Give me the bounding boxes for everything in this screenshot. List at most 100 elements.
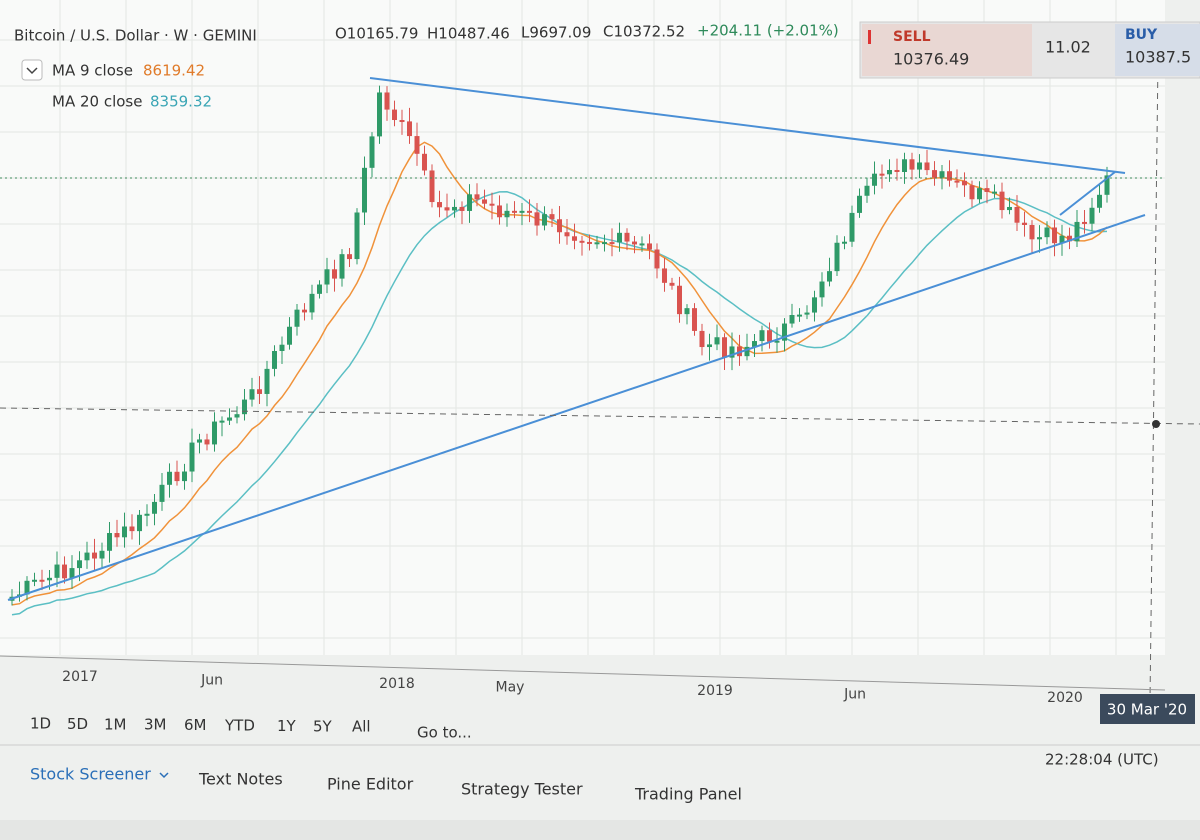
range-button[interactable]: 1Y [277,717,297,735]
tab[interactable]: Strategy Tester [461,780,583,799]
candle-body [122,526,127,538]
buy-button[interactable] [1115,24,1200,76]
candle-body [287,326,292,345]
sell-price: 10376.49 [893,50,969,69]
range-button[interactable]: 1M [104,715,127,733]
candle-body [647,243,652,250]
tab[interactable]: Trading Panel [634,785,742,804]
candle-body [962,180,967,186]
candle-body [1104,175,1110,195]
range-button[interactable]: All [352,718,371,736]
range-button[interactable]: 3M [144,716,167,734]
candle-body [137,514,142,532]
chevron-icon [26,67,38,75]
candle-body [84,552,90,561]
range-button[interactable]: 5Y [313,717,333,735]
candle-body [849,212,855,242]
candle-body [684,308,690,315]
range-button[interactable]: YTD [224,717,255,735]
time-label: May [496,680,525,696]
candle-body [264,368,270,394]
tab[interactable]: Stock Screener [30,765,151,784]
range-button[interactable]: 6M [184,716,207,734]
candle-body [114,533,120,538]
time-label: 2017 [62,669,98,685]
time-label: 2019 [697,683,733,699]
candle-body [857,195,862,213]
candle-body [549,214,555,220]
candle-body [437,202,442,208]
tab[interactable]: Pine Editor [327,775,414,794]
candle-body [369,136,375,168]
collapse-button[interactable] [21,59,43,81]
candle-body [992,191,997,194]
candle-body [414,136,420,154]
candle-body [294,309,300,327]
candle-body [909,159,915,170]
crosshair-dot [1152,420,1160,428]
candle-body [1059,235,1065,244]
sell-marker [868,30,871,44]
candle-body [744,346,750,357]
cursor-date: 30 Mar '20 [1107,701,1187,719]
candle-body [902,159,907,173]
sell-label: SELL [893,29,931,45]
candle-body [504,210,510,218]
candle-body [564,232,570,237]
time-label: 2020 [1047,690,1083,706]
candle-body [92,552,97,559]
range-buttons: 1D 5D 1M 3M 6M YTD 1Y 5Y All [30,715,371,736]
candle-body [1029,224,1035,240]
spread: 11.02 [1045,38,1091,57]
candle-body [639,243,645,246]
candle-body [107,533,112,551]
candle-body [939,171,945,178]
candle-body [272,350,277,369]
dropdown-icon[interactable] [159,772,169,779]
candle-body [377,92,382,137]
candle-body [474,194,480,200]
candle-body [249,389,255,400]
candle-body [579,240,585,243]
goto-button[interactable]: Go to... [417,724,472,742]
time-axis: 2017 Jun 2018 May 2019 Jun 2020 [62,669,1083,706]
candle-body [692,308,697,331]
tab[interactable]: Text Notes [198,770,283,789]
candle-body [257,389,262,394]
candle-body [542,214,547,226]
candle-body [167,471,172,485]
candle-body [204,439,210,445]
candle-body [159,484,165,502]
candle-body [362,167,367,213]
candle-body [557,219,562,233]
candle-body [774,340,780,343]
candle-body [917,162,922,170]
candle-body [279,344,285,351]
range-button[interactable]: 1D [30,715,51,733]
candle-body [219,420,225,423]
candle-body [519,210,525,213]
candle-body [189,442,195,472]
sell-button[interactable] [862,24,1032,76]
candle-body [999,191,1005,211]
trend-line [369,77,1126,174]
candle-body [887,169,892,175]
candle-body [1097,194,1102,208]
candle-body [422,153,427,171]
candle-body [752,341,757,347]
candle-body [662,268,667,283]
clock: 22:28:04 (UTC) [1045,751,1159,769]
candle-body [212,421,217,445]
candle-body [1074,221,1080,242]
range-button[interactable]: 5D [67,715,88,733]
candle-body [699,330,705,348]
candle-body [144,513,150,516]
candle-body [842,241,847,244]
candle-body [467,194,472,211]
candle-body [527,210,532,213]
buy-label: BUY [1125,27,1158,43]
candle-body [452,206,457,211]
candle-body [129,526,135,532]
ohlc-low: L9697.09 [521,24,591,42]
candle-body [879,173,885,176]
